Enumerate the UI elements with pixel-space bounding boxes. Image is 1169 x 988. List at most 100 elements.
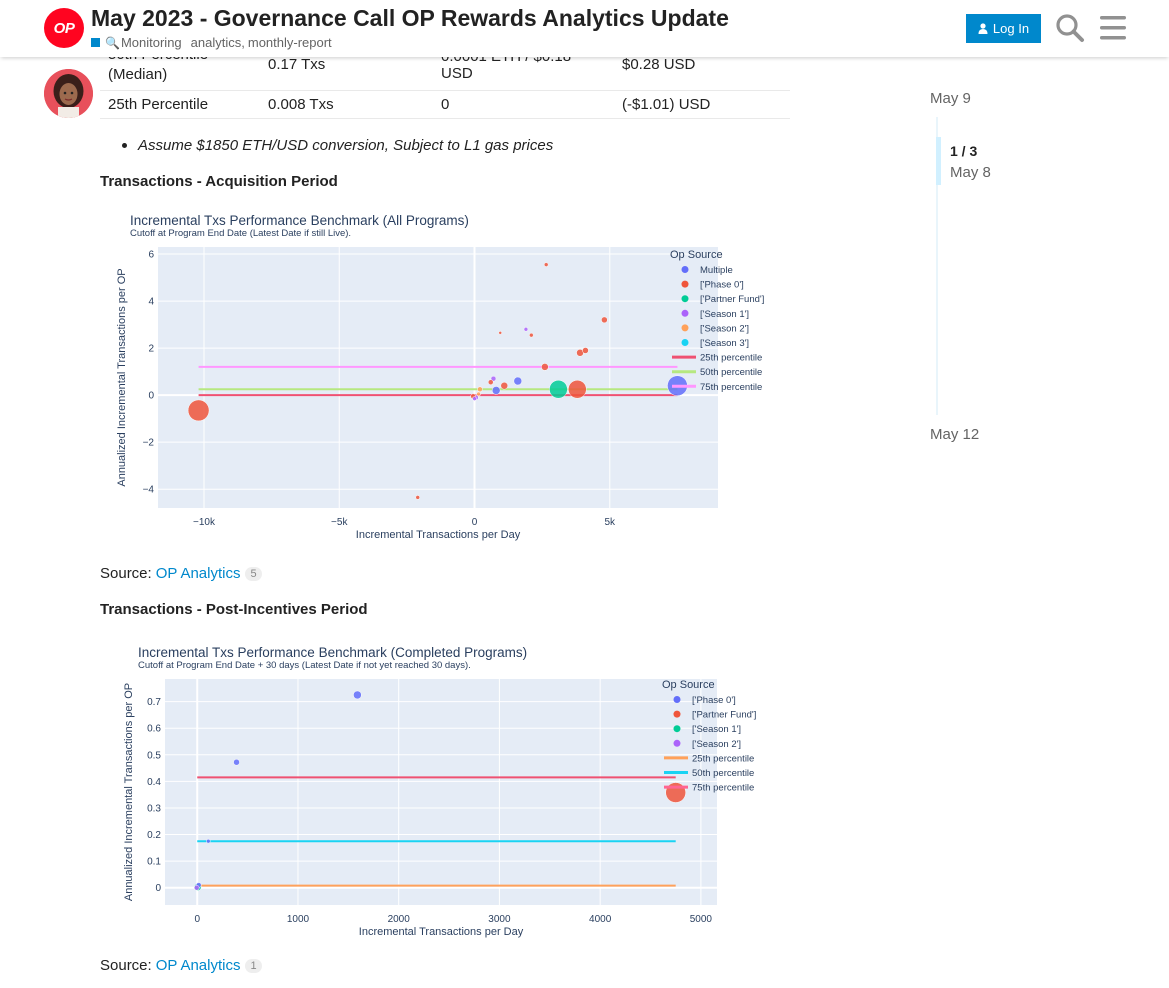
data-point bbox=[488, 379, 494, 385]
tag-analytics[interactable]: analytics bbox=[190, 35, 242, 50]
data-point bbox=[187, 399, 210, 422]
legend-label: ['Partner Fund'] bbox=[700, 294, 764, 305]
chart-post-incentives: 0 1000 2000 3000 4000 5000 0 0.1 0.2 0.3 0.4 0.5 0.6… bbox=[100, 632, 800, 949]
legend-marker bbox=[673, 725, 681, 733]
chart-title: Incremental Txs Performance Benchmark (C… bbox=[138, 645, 527, 660]
data-point bbox=[500, 381, 509, 390]
y-tick-label: 2 bbox=[148, 344, 154, 355]
site-logo[interactable]: OP bbox=[44, 8, 84, 48]
x-axis-label: Incremental Transactions per Day bbox=[359, 926, 524, 938]
timeline-track[interactable] bbox=[936, 117, 938, 415]
y-tick-label: 0.2 bbox=[147, 830, 161, 841]
source-line-1: Source: OP Analytics 5 bbox=[100, 565, 262, 582]
x-tick-label: 3000 bbox=[488, 914, 511, 925]
data-point bbox=[193, 884, 200, 891]
legend-title: Op Source bbox=[662, 679, 715, 691]
y-tick-label: 4 bbox=[148, 297, 154, 308]
legend-label: 75th percentile bbox=[700, 382, 762, 393]
data-point bbox=[206, 838, 211, 844]
search-button[interactable] bbox=[1054, 12, 1086, 44]
legend-label: ['Season 1'] bbox=[692, 724, 741, 735]
y-tick-label: 0.5 bbox=[147, 750, 161, 761]
y-tick-label: 0.3 bbox=[147, 803, 161, 814]
data-point bbox=[233, 758, 240, 766]
legend-marker bbox=[681, 266, 689, 273]
legend-marker bbox=[681, 309, 689, 317]
timeline-scroll-handle[interactable] bbox=[936, 137, 941, 185]
data-point bbox=[476, 391, 481, 397]
table-row: 25th Percentile 0.008 Txs 0 (-$1.01) USD bbox=[100, 90, 790, 119]
y-axis-label: Annualized Incremental Transactions per … bbox=[116, 268, 128, 486]
x-tick-label: −10k bbox=[193, 517, 216, 528]
login-button[interactable]: Log In bbox=[966, 14, 1041, 43]
x-tick-label: 4000 bbox=[589, 914, 612, 925]
tag-separator: , bbox=[241, 35, 245, 50]
chart-subtitle: Cutoff at Program End Date + 30 days (La… bbox=[138, 660, 471, 671]
data-point bbox=[491, 386, 501, 395]
y-tick-label: 0.1 bbox=[147, 857, 161, 868]
source-link[interactable]: OP Analytics bbox=[155, 565, 241, 582]
legend-label: 50th percentile bbox=[700, 367, 762, 378]
source-label: Source: bbox=[100, 565, 152, 582]
source-link[interactable]: OP Analytics bbox=[155, 957, 241, 974]
data-point bbox=[353, 690, 362, 700]
legend-marker bbox=[673, 696, 681, 703]
bullet-text: Assume $1850 ETH/USD conversion, Subject… bbox=[138, 137, 554, 154]
data-point bbox=[601, 316, 608, 324]
legend-label: ['Season 3'] bbox=[700, 338, 749, 349]
tag-monthly-report[interactable]: monthly-report bbox=[247, 35, 332, 50]
user-icon bbox=[978, 23, 988, 34]
data-point bbox=[415, 495, 420, 500]
legend-marker bbox=[673, 710, 681, 718]
x-tick-label: 2000 bbox=[388, 914, 411, 925]
section-heading-acquisition: Transactions - Acquisition Period bbox=[100, 173, 338, 190]
legend-marker bbox=[681, 339, 689, 346]
x-tick-label: 5000 bbox=[690, 914, 713, 925]
category-link[interactable]: 🔍 Monitoring bbox=[105, 35, 182, 50]
legend-label: ['Season 2'] bbox=[692, 739, 741, 750]
legend-marker bbox=[681, 280, 689, 288]
chart-acquisition-svg: −10k −5k 0 5k −4 −2 0 2 4 6 Incremental Txs Perfor… bbox=[116, 213, 764, 541]
y-tick-label: 0 bbox=[148, 391, 154, 402]
chart-acquisition: −10k −5k 0 5k −4 −2 0 2 4 6 Incremental Txs Perfor… bbox=[100, 200, 800, 557]
legend-marker bbox=[681, 324, 689, 332]
data-point bbox=[582, 347, 589, 354]
legend-title: Op Source bbox=[670, 249, 723, 261]
data-point bbox=[498, 331, 502, 335]
legend-label: 75th percentile bbox=[692, 783, 754, 794]
timeline-position: 1 / 3 bbox=[950, 143, 978, 159]
table-cell-usd: (-$1.01) USD bbox=[614, 90, 790, 119]
plot-background bbox=[165, 679, 717, 905]
timeline-current-date: May 8 bbox=[950, 164, 991, 181]
table-cell-fee: 0 bbox=[433, 90, 614, 119]
category-name: Monitoring bbox=[120, 35, 182, 50]
post-author-avatar[interactable] bbox=[44, 69, 93, 118]
data-point bbox=[523, 327, 529, 332]
row-label: 25th Percentile bbox=[100, 90, 260, 119]
y-tick-label: 0.4 bbox=[147, 777, 161, 788]
chart-subtitle: Cutoff at Program End Date (Latest Date … bbox=[130, 228, 351, 239]
data-point bbox=[543, 262, 549, 267]
category-color-swatch bbox=[91, 38, 100, 47]
hamburger-menu-button[interactable] bbox=[1097, 12, 1129, 44]
assumption-bullet: Assume $1850 ETH/USD conversion, Subject… bbox=[122, 137, 553, 154]
x-tick-label: 0 bbox=[472, 517, 478, 528]
y-tick-label: −4 bbox=[143, 485, 155, 496]
data-point bbox=[472, 396, 477, 401]
legend-marker bbox=[673, 739, 681, 747]
timeline-start-date[interactable]: May 9 bbox=[930, 90, 971, 107]
legend-label: ['Season 1'] bbox=[700, 309, 749, 320]
login-label: Log In bbox=[992, 21, 1030, 36]
link-click-count: 5 bbox=[245, 566, 262, 581]
data-point bbox=[665, 782, 686, 803]
legend-label: 25th percentile bbox=[692, 753, 754, 764]
timeline-end-date[interactable]: May 12 bbox=[930, 426, 980, 443]
y-tick-label: 0 bbox=[155, 883, 161, 894]
legend-label: ['Season 2'] bbox=[700, 323, 749, 334]
data-point bbox=[541, 363, 549, 371]
topic-title[interactable]: May 2023 - Governance Call OP Rewards An… bbox=[91, 5, 729, 31]
magnifier-icon: 🔍 bbox=[105, 35, 120, 50]
search-icon bbox=[1056, 14, 1084, 42]
y-axis-label: Annualized Incremental Transactions per … bbox=[123, 683, 135, 901]
chart-post-incentives-svg: 0 1000 2000 3000 4000 5000 0 0.1 0.2 0.3 0.4 0.5 0.6… bbox=[123, 645, 756, 938]
